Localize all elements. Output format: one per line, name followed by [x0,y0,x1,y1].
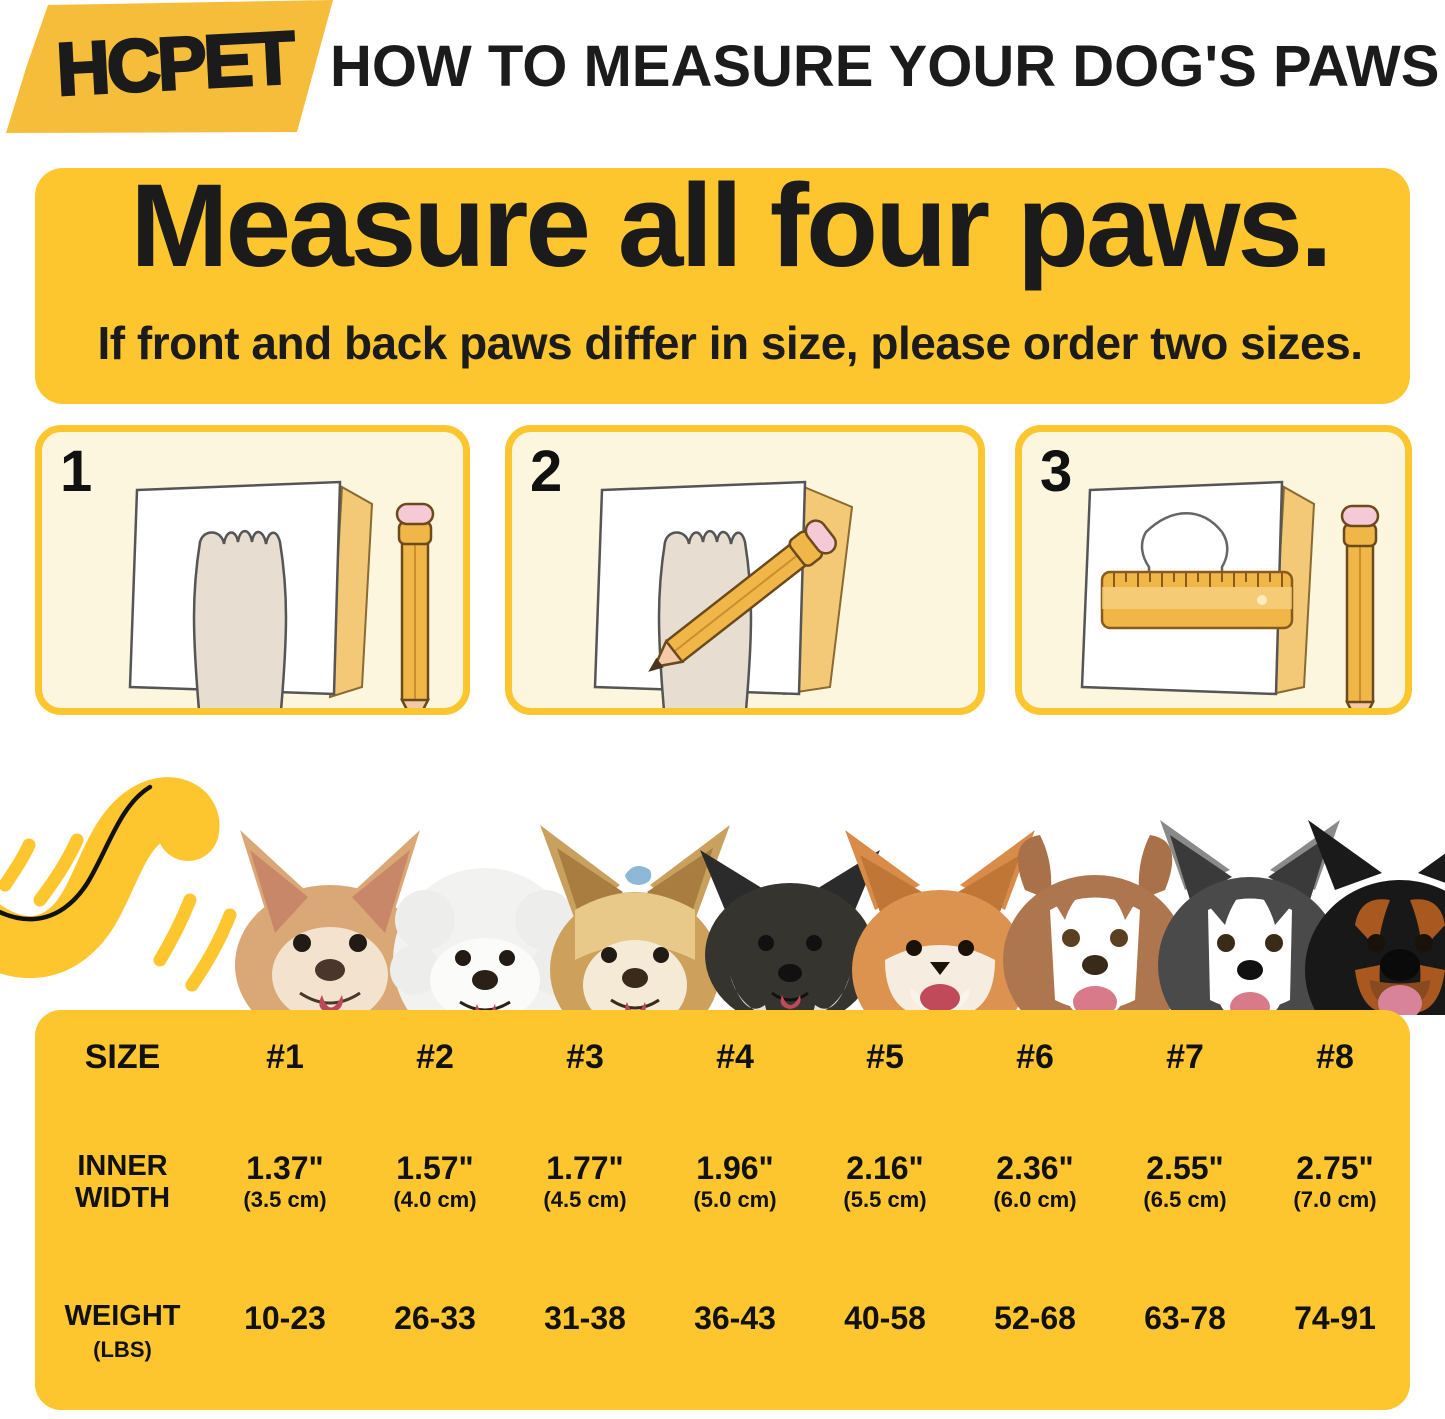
svg-text:HCPET: HCPET [54,16,297,111]
